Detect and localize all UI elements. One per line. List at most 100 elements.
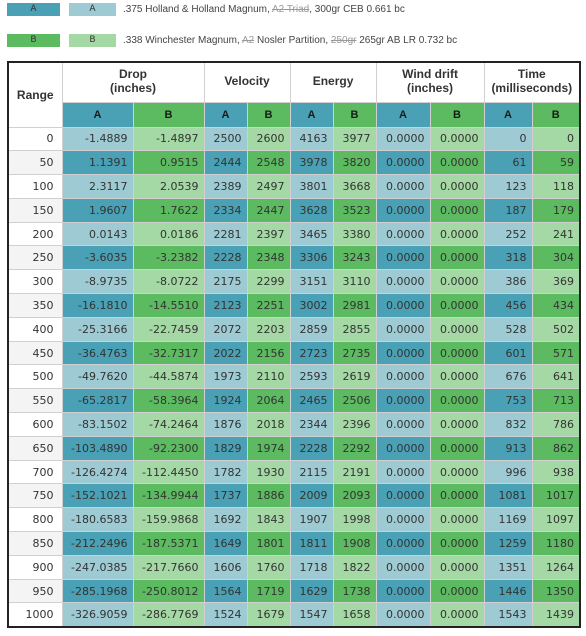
cell-wind-b: 0.0000 xyxy=(429,364,485,390)
cell-energy-b: 2855 xyxy=(332,316,377,342)
subheader-drop-b: B xyxy=(132,101,205,128)
cell-velocity-a: 2123 xyxy=(203,293,248,318)
cell-wind-a: 0.0000 xyxy=(375,483,431,509)
cell-velocity-b: 2251 xyxy=(246,293,291,318)
cell-time-a: 0 xyxy=(483,126,533,152)
cell-energy-a: 3465 xyxy=(289,221,334,247)
subheader-velocity-b: B xyxy=(246,101,291,128)
table-row: 500 -49.7620 -44.5874 1973 2110 2593 2619 0.000… xyxy=(7,364,581,390)
cell-drop-b: 2.0539 xyxy=(132,174,205,199)
cell-drop-a: -180.6583 xyxy=(61,507,134,533)
cell-time-a: 123 xyxy=(483,174,533,199)
cell-drop-a: 1.1391 xyxy=(61,150,134,176)
cell-energy-b: 1908 xyxy=(332,531,377,556)
cell-drop-b: 0.0186 xyxy=(132,221,205,247)
table-row: 50 1.1391 0.9515 2444 2548 3978 3820 0.0000 0.00… xyxy=(7,150,581,176)
cell-time-a: 1169 xyxy=(483,507,533,533)
header-energy: Energy xyxy=(289,61,377,103)
cell-energy-b: 2396 xyxy=(332,412,377,437)
subheader-time-b: B xyxy=(531,101,581,128)
cell-energy-b: 3668 xyxy=(332,174,377,199)
cell-velocity-a: 1606 xyxy=(203,554,248,580)
legend-b-text-mid: Nosler Partition, xyxy=(254,34,331,46)
table-row: 850 -212.2496 -187.5371 1649 1801 1811 1908 0.0… xyxy=(7,531,581,556)
legend-a-text-post: , 300gr CEB 0.661 bc xyxy=(309,3,405,15)
table-row: 900 -247.0385 -217.7660 1606 1760 1718 1822 0.0… xyxy=(7,554,581,580)
cell-range: 600 xyxy=(7,412,63,437)
cell-energy-b: 3523 xyxy=(332,197,377,223)
cell-drop-b: -14.5510 xyxy=(132,293,205,318)
cell-energy-a: 2593 xyxy=(289,364,334,390)
cell-velocity-a: 1564 xyxy=(203,578,248,604)
cell-wind-b: 0.0000 xyxy=(429,483,485,509)
cell-time-b: 1264 xyxy=(531,554,581,580)
cell-velocity-b: 2348 xyxy=(246,245,291,271)
cell-wind-b: 0.0000 xyxy=(429,531,485,556)
cell-drop-b: -74.2464 xyxy=(132,412,205,437)
cell-energy-a: 4163 xyxy=(289,126,334,152)
cell-wind-a: 0.0000 xyxy=(375,269,431,295)
subheader-drop-a: A xyxy=(61,101,134,128)
legend-text-b: .338 Winchester Magnum, A2 Nosler Partit… xyxy=(123,35,457,46)
cell-range: 200 xyxy=(7,221,63,247)
cell-energy-a: 2115 xyxy=(289,459,334,485)
cell-range: 500 xyxy=(7,364,63,390)
cell-time-a: 1351 xyxy=(483,554,533,580)
cell-time-b: 862 xyxy=(531,435,581,461)
cell-drop-b: -1.4897 xyxy=(132,126,205,152)
cell-time-b: 179 xyxy=(531,197,581,223)
table-row: 250 -3.6035 -3.2382 2228 2348 3306 3243 0.0000 0… xyxy=(7,245,581,271)
cell-energy-a: 2344 xyxy=(289,412,334,437)
cell-wind-b: 0.0000 xyxy=(429,316,485,342)
cell-drop-b: -58.3964 xyxy=(132,388,205,414)
cell-time-b: 786 xyxy=(531,412,581,437)
cell-energy-a: 3306 xyxy=(289,245,334,271)
cell-drop-a: -326.9059 xyxy=(61,602,134,628)
header-wind-line2: (inches) xyxy=(407,81,454,96)
header-velocity: Velocity xyxy=(203,61,291,103)
legend-b-text-pre: .338 Winchester Magnum, xyxy=(123,34,242,46)
cell-velocity-a: 2281 xyxy=(203,221,248,247)
table-row: 300 -8.9735 -8.0722 2175 2299 3151 3110 0.0000 0… xyxy=(7,269,581,295)
cell-time-b: 641 xyxy=(531,364,581,390)
table-row: 150 1.9607 1.7622 2334 2447 3628 3523 0.0000 0.0… xyxy=(7,197,581,223)
cell-energy-a: 3628 xyxy=(289,197,334,223)
cell-drop-a: -247.0385 xyxy=(61,554,134,580)
cell-velocity-a: 1692 xyxy=(203,507,248,533)
cell-range: 800 xyxy=(7,507,63,533)
cell-wind-a: 0.0000 xyxy=(375,435,431,461)
cell-energy-b: 1658 xyxy=(332,602,377,628)
cell-time-b: 434 xyxy=(531,293,581,318)
table-row: 200 0.0143 0.0186 2281 2397 3465 3380 0.0000 0.0… xyxy=(7,221,581,247)
header-drop: Drop (inches) xyxy=(61,61,205,103)
cell-drop-b: -134.9944 xyxy=(132,483,205,509)
cell-velocity-a: 2175 xyxy=(203,269,248,295)
swatch-b-dark: B xyxy=(7,33,60,47)
cell-range: 700 xyxy=(7,459,63,485)
cell-range: 450 xyxy=(7,340,63,366)
table-body: 0 -1.4889 -1.4897 2500 2600 4163 3977 0.0000 0.0… xyxy=(7,126,581,628)
cell-wind-b: 0.0000 xyxy=(429,459,485,485)
cell-time-b: 1017 xyxy=(531,483,581,509)
cell-velocity-b: 1886 xyxy=(246,483,291,509)
cell-wind-a: 0.0000 xyxy=(375,459,431,485)
cell-drop-a: -285.1968 xyxy=(61,578,134,604)
cell-energy-a: 3002 xyxy=(289,293,334,318)
cell-range: 250 xyxy=(7,245,63,271)
cell-wind-a: 0.0000 xyxy=(375,293,431,318)
cell-wind-a: 0.0000 xyxy=(375,602,431,628)
cell-range: 750 xyxy=(7,483,63,509)
cell-time-a: 61 xyxy=(483,150,533,176)
cell-drop-a: -1.4889 xyxy=(61,126,134,152)
cell-energy-b: 3380 xyxy=(332,221,377,247)
cell-wind-b: 0.0000 xyxy=(429,435,485,461)
cell-wind-a: 0.0000 xyxy=(375,197,431,223)
cell-wind-b: 0.0000 xyxy=(429,197,485,223)
cell-energy-a: 1629 xyxy=(289,578,334,604)
cell-energy-a: 1547 xyxy=(289,602,334,628)
cell-drop-a: -8.9735 xyxy=(61,269,134,295)
cell-velocity-b: 2156 xyxy=(246,340,291,366)
table-row: 350 -16.1810 -14.5510 2123 2251 3002 2981 0.000… xyxy=(7,293,581,318)
legend-text-a: .375 Holland & Holland Magnum, A2 Triad,… xyxy=(123,4,405,15)
cell-range: 150 xyxy=(7,197,63,223)
